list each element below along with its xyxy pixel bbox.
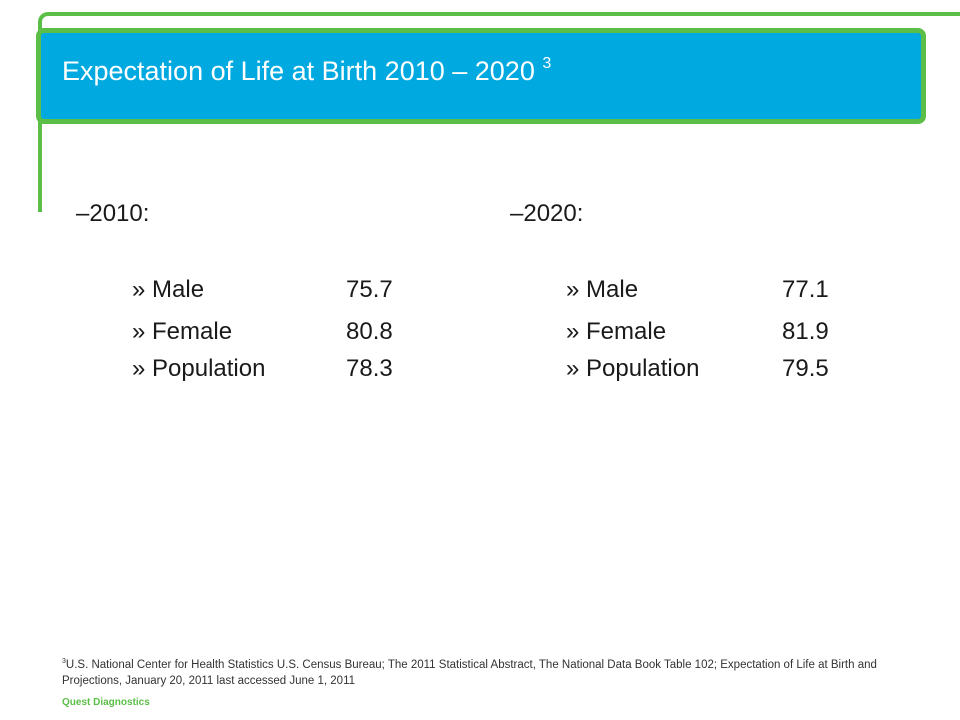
column-heading: –2020: (510, 200, 584, 227)
footnote-ref: 3 (62, 658, 66, 665)
item-label: » Population (132, 355, 266, 382)
column-2010: –2010: » Male 75.7 » Female 80.8 » Popul… (76, 200, 393, 382)
footnote-text: U.S. National Center for Health Statisti… (62, 658, 877, 687)
item-label: » Population (566, 355, 700, 382)
item-value: 78.3 (346, 355, 393, 382)
brand-label: Quest Diagnostics (62, 697, 150, 708)
slide-title-text: Expectation of Life at Birth 2010 – 2020 (62, 56, 535, 86)
item-value: 79.5 (782, 355, 829, 382)
column-heading: –2010: (76, 200, 150, 227)
item-label: » Female (132, 318, 233, 345)
item-label: » Female (566, 318, 667, 345)
slide-title: Expectation of Life at Birth 2010 – 2020… (62, 55, 551, 87)
title-bar (36, 28, 926, 124)
item-value: 77.1 (782, 276, 829, 303)
title-reference: 3 (542, 55, 552, 72)
item-value: 75.7 (346, 276, 393, 303)
item-value: 81.9 (782, 318, 829, 345)
item-label: » Male (132, 276, 205, 303)
content-background (42, 128, 960, 218)
item-label: » Male (566, 276, 639, 303)
item-value: 80.8 (346, 318, 393, 345)
column-2020: –2020: » Male 77.1 » Female 81.9 » Popul… (510, 200, 829, 382)
footnote: 3U.S. National Center for Health Statist… (62, 654, 902, 689)
